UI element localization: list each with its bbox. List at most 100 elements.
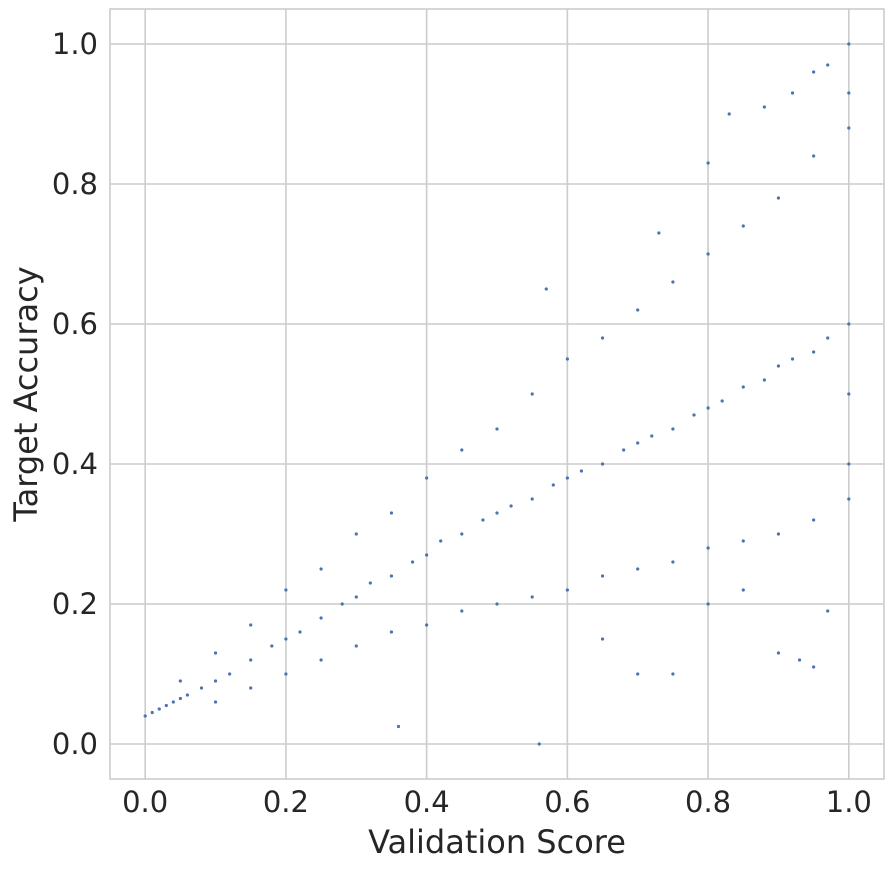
x-tick-label: 0.0 xyxy=(122,785,168,819)
scatter-point xyxy=(481,518,485,522)
scatter-point xyxy=(741,588,745,592)
scatter-point xyxy=(727,112,731,116)
scatter-point xyxy=(530,595,534,599)
y-tick-label: 0.6 xyxy=(52,307,98,341)
scatter-point xyxy=(340,602,344,606)
scatter-point xyxy=(178,696,182,701)
scatter-point xyxy=(389,511,394,515)
scatter-point xyxy=(213,651,218,655)
scatter-point xyxy=(720,399,724,403)
scatter-point xyxy=(157,707,161,711)
scatter-point xyxy=(354,595,358,599)
scatter-point xyxy=(741,539,745,543)
scatter-point xyxy=(460,448,464,452)
x-axis-label: Validation Score xyxy=(368,823,626,861)
scatter-point xyxy=(354,532,358,536)
scatter-point xyxy=(600,336,605,340)
scatter-point xyxy=(551,483,555,487)
scatter-point xyxy=(706,602,710,606)
scatter-point xyxy=(284,637,288,641)
scatter-point xyxy=(396,724,401,729)
scatter-point xyxy=(657,231,661,235)
scatter-point xyxy=(847,497,851,501)
scatter-point xyxy=(178,679,182,683)
scatter-point xyxy=(579,469,584,473)
scatter-point xyxy=(622,448,626,452)
scatter-point xyxy=(249,658,253,662)
scatter-point xyxy=(812,154,816,158)
scatter-point xyxy=(706,161,710,165)
scatter-point xyxy=(650,434,654,438)
scatter-point xyxy=(776,532,781,536)
scatter-point xyxy=(762,378,766,382)
scatter-point xyxy=(565,357,569,361)
scatter-point xyxy=(319,567,323,571)
scatter-point xyxy=(671,560,675,564)
scatter-point xyxy=(671,672,675,676)
scatter-point xyxy=(776,196,781,200)
y-tick-label: 0.4 xyxy=(52,447,98,481)
scatter-point xyxy=(600,574,605,578)
scatter-point xyxy=(706,406,710,410)
scatter-point xyxy=(439,539,443,543)
scatter-point xyxy=(812,70,816,74)
scatter-point xyxy=(495,511,499,515)
scatter-point xyxy=(847,392,851,396)
scatter-point xyxy=(213,700,218,704)
y-tick-label: 0.0 xyxy=(52,727,98,761)
scatter-point xyxy=(199,686,204,690)
scatter-point xyxy=(495,602,499,606)
scatter-point xyxy=(692,413,696,417)
y-tick-label: 0.8 xyxy=(52,167,98,201)
scatter-point xyxy=(530,392,534,396)
scatter-point xyxy=(354,644,358,648)
y-axis-label: Target Accuracy xyxy=(7,266,45,522)
scatter-point xyxy=(790,91,795,95)
scatter-point xyxy=(530,497,534,501)
scatter-points xyxy=(143,42,851,746)
scatter-point xyxy=(270,644,274,648)
scatter-point xyxy=(228,672,232,676)
scatter-point xyxy=(847,322,851,326)
scatter-point xyxy=(460,532,464,536)
scatter-point xyxy=(847,462,851,466)
scatter-point xyxy=(425,476,429,480)
y-tick-label: 0.2 xyxy=(52,587,98,621)
scatter-point xyxy=(298,630,302,634)
plot-frame xyxy=(109,8,885,780)
scatter-point xyxy=(636,308,640,312)
scatter-point xyxy=(509,504,513,508)
scatter-point xyxy=(213,679,218,683)
scatter-point xyxy=(495,427,499,431)
scatter-point xyxy=(741,385,745,389)
scatter-point xyxy=(826,336,830,340)
scatter-point xyxy=(249,686,253,690)
scatter-point xyxy=(171,700,175,704)
scatter-point xyxy=(600,637,605,641)
scatter-point xyxy=(847,126,851,130)
scatter-point xyxy=(389,630,394,634)
scatter-point xyxy=(706,546,710,550)
scatter-point xyxy=(797,658,802,662)
y-tick-label: 1.0 xyxy=(52,27,98,61)
scatter-point xyxy=(812,350,816,354)
tick-labels: 0.0 0.2 0.4 0.6 0.8 1.0 0.0 0.2 0.4 0.6 0.8 1.0 xyxy=(52,27,872,819)
scatter-point xyxy=(143,714,147,718)
scatter-point xyxy=(319,658,323,662)
scatter-point xyxy=(600,462,605,466)
grid xyxy=(110,9,884,779)
scatter-point xyxy=(249,623,253,627)
scatter-point xyxy=(425,553,429,557)
scatter-point xyxy=(319,616,323,620)
scatter-point xyxy=(812,665,816,669)
scatter-point xyxy=(776,364,781,368)
scatter-point xyxy=(671,427,675,431)
scatter-point xyxy=(164,703,168,708)
x-tick-label: 1.0 xyxy=(826,785,872,819)
scatter-point xyxy=(389,574,394,578)
scatter-point xyxy=(368,581,372,585)
scatter-point xyxy=(636,441,640,445)
scatter-point xyxy=(847,42,851,46)
scatter-point xyxy=(636,672,640,676)
